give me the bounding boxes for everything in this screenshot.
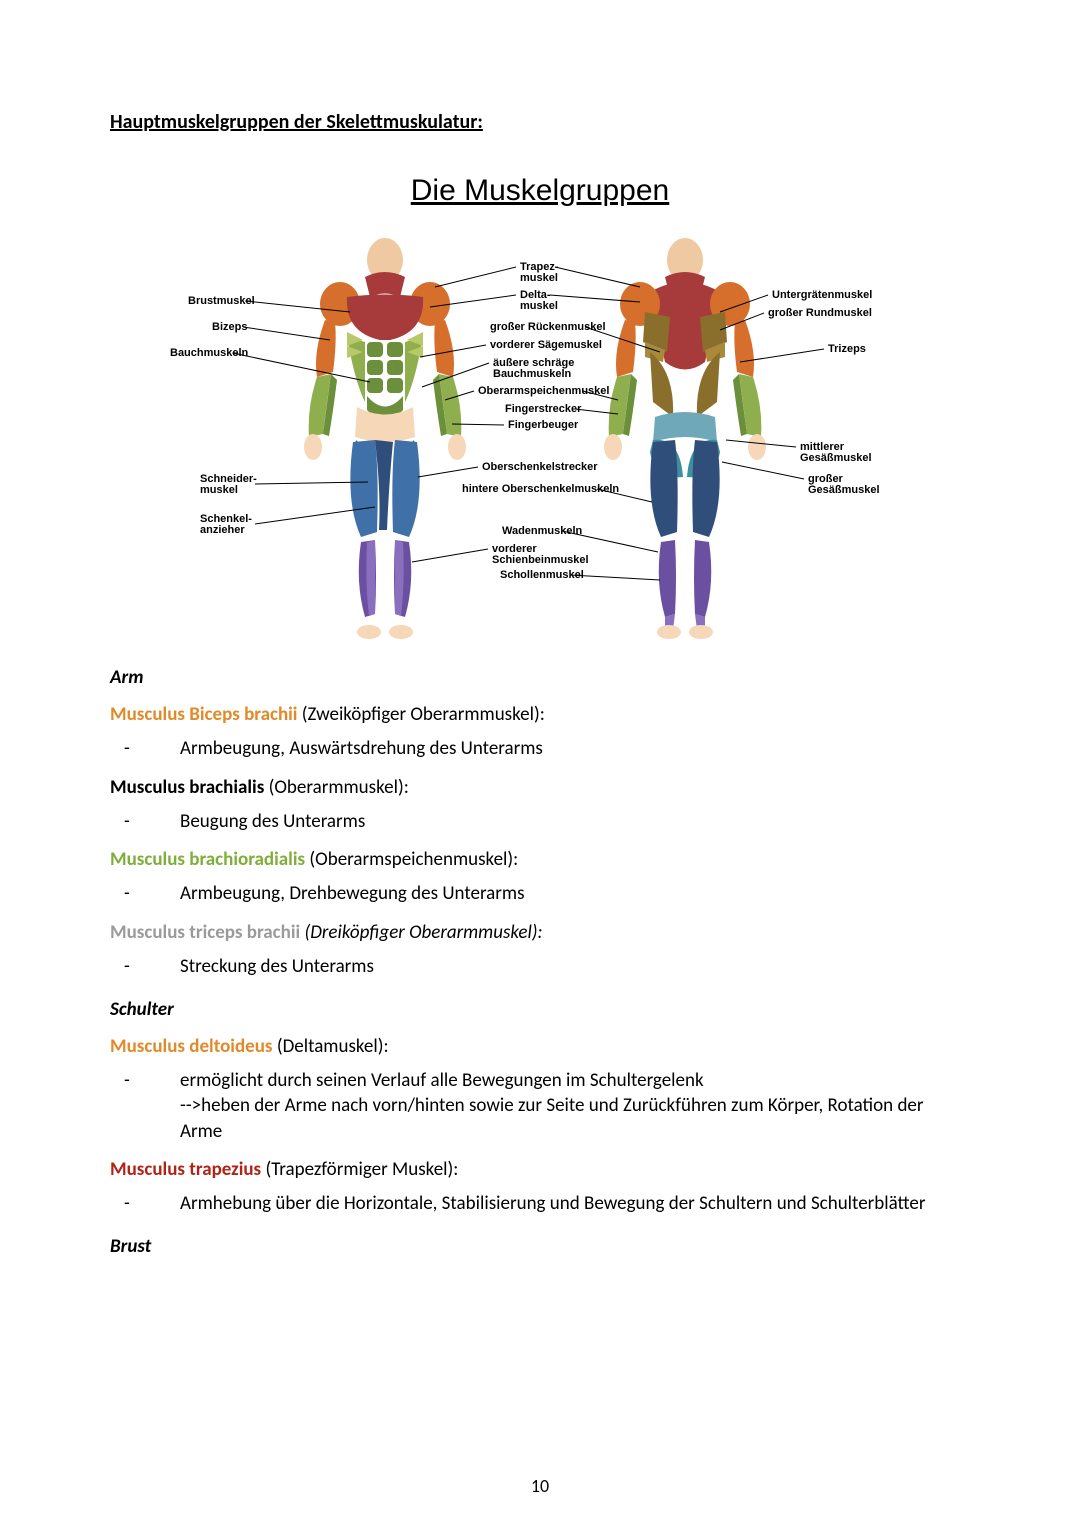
muscle-function-item: Armbeugung, Drehbewegung des Unterarms [110, 881, 970, 907]
muscle-german: (Trapezförmiger Muskel): [265, 1158, 458, 1181]
muscle-diagram: Die Muskelgruppen Brustmuskel Bizeps Bauchm… [160, 162, 920, 642]
muscle-name: Musculus Biceps brachii [110, 703, 297, 726]
svg-text:Fingerbeuger: Fingerbeuger [508, 419, 579, 431]
muscle-name: Musculus brachioradialis [110, 848, 305, 871]
svg-text:großer Rückenmuskel: großer Rückenmuskel [490, 321, 606, 333]
muscle-function-list: Beugung des Unterarms [110, 809, 970, 835]
muscle-function-item: Armhebung über die Horizontale, Stabilis… [110, 1191, 970, 1217]
document-page: Hauptmuskelgruppen der Skelettmuskulatur… [0, 0, 1080, 1527]
svg-text:Delta-muskel: Delta-muskel [520, 289, 558, 312]
svg-text:Trizeps: Trizeps [828, 343, 866, 355]
content-sections: Arm Musculus Biceps brachii (Zweiköpfiger… [110, 666, 970, 1258]
section-heading: Arm [110, 666, 970, 689]
svg-text:Oberarmspeichenmuskel: Oberarmspeichenmuskel [478, 385, 609, 397]
svg-text:Oberschenkelstrecker: Oberschenkelstrecker [482, 461, 598, 473]
section-heading: Schulter [110, 998, 970, 1021]
muscle-function-list: Armbeugung, Drehbewegung des Unterarms [110, 881, 970, 907]
svg-text:hintere Oberschenkelmuskeln: hintere Oberschenkelmuskeln [462, 483, 619, 495]
muscle-german: (Oberarmmuskel): [269, 776, 409, 799]
page-title: Hauptmuskelgruppen der Skelettmuskulatur… [110, 110, 970, 134]
muscle-function-item: Streckung des Unterarms [110, 954, 970, 980]
svg-text:mittlererGesäßmuskel: mittlererGesäßmuskel [800, 441, 872, 464]
svg-text:Bauchmuskeln: Bauchmuskeln [170, 347, 249, 359]
muscle-entry: Musculus brachialis (Oberarmmuskel): [110, 776, 970, 799]
muscle-entry: Musculus trapezius (Trapezförmiger Muske… [110, 1158, 970, 1181]
muscle-german: (Zweiköpfiger Oberarmmuskel): [302, 703, 545, 726]
svg-text:großerGesäßmuskel: großerGesäßmuskel [808, 473, 880, 496]
page-number: 10 [0, 1475, 1080, 1497]
muscle-function-item: ermöglicht durch seinen Verlauf alle Bew… [110, 1068, 970, 1145]
muscle-german: (Deltamuskel): [277, 1035, 389, 1058]
svg-text:vorderer Sägemuskel: vorderer Sägemuskel [490, 339, 602, 351]
svg-text:Wadenmuskeln: Wadenmuskeln [502, 525, 583, 537]
muscle-name: Musculus deltoideus [110, 1035, 273, 1058]
svg-text:vordererSchienbeinmuskel: vordererSchienbeinmuskel [492, 543, 589, 566]
muscle-german: (Dreiköpfiger Oberarmmuskel): [304, 921, 542, 944]
muscle-entry: Musculus Biceps brachii (Zweiköpfiger Ob… [110, 703, 970, 726]
muscle-german: (Oberarmspeichenmuskel): [309, 848, 518, 871]
muscle-function-item: Beugung des Unterarms [110, 809, 970, 835]
muscle-function-item: Armbeugung, Auswärtsdrehung des Unterarm… [110, 736, 970, 762]
muscle-name: Musculus triceps brachii [110, 921, 300, 944]
muscle-function-list: ermöglicht durch seinen Verlauf alle Bew… [110, 1068, 970, 1145]
svg-text:Trapez-muskel: Trapez-muskel [520, 261, 559, 284]
svg-text:Untergrätenmuskel: Untergrätenmuskel [772, 289, 872, 301]
svg-text:Bizeps: Bizeps [212, 321, 247, 333]
svg-text:Fingerstrecker: Fingerstrecker [505, 403, 582, 415]
muscle-entry: Musculus brachioradialis (Oberarmspeiche… [110, 848, 970, 871]
svg-text:Brustmuskel: Brustmuskel [188, 295, 255, 307]
muscle-diagram-container: Die Muskelgruppen Brustmuskel Bizeps Bauchm… [110, 162, 970, 642]
svg-text:großer Rundmuskel: großer Rundmuskel [768, 307, 872, 319]
svg-text:Schneider-muskel: Schneider-muskel [200, 473, 257, 496]
muscle-entry: Musculus deltoideus (Deltamuskel): [110, 1035, 970, 1058]
muscle-name: Musculus brachialis [110, 776, 264, 799]
muscle-function-list: Armbeugung, Auswärtsdrehung des Unterarm… [110, 736, 970, 762]
muscle-function-list: Armhebung über die Horizontale, Stabilis… [110, 1191, 970, 1217]
svg-text:Schenkel-anzieher: Schenkel-anzieher [200, 513, 252, 536]
svg-text:Die Muskelgruppen: Die Muskelgruppen [411, 174, 669, 207]
muscle-entry: Musculus triceps brachii (Dreiköpfiger O… [110, 921, 970, 944]
muscle-name: Musculus trapezius [110, 1158, 261, 1181]
muscle-function-list: Streckung des Unterarms [110, 954, 970, 980]
svg-text:äußere schrägeBauchmuskeln: äußere schrägeBauchmuskeln [493, 357, 574, 380]
section-heading: Brust [110, 1235, 970, 1258]
